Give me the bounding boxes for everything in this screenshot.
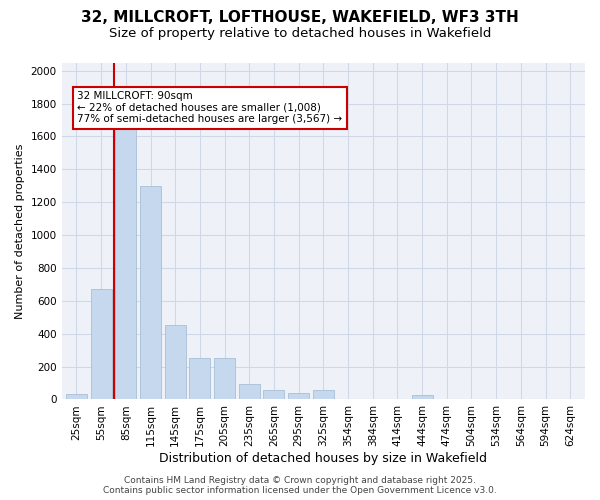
- Text: Contains HM Land Registry data © Crown copyright and database right 2025.
Contai: Contains HM Land Registry data © Crown c…: [103, 476, 497, 495]
- Bar: [214, 358, 235, 400]
- Bar: [66, 394, 87, 400]
- Text: Size of property relative to detached houses in Wakefield: Size of property relative to detached ho…: [109, 28, 491, 40]
- Bar: [313, 390, 334, 400]
- Bar: [140, 186, 161, 400]
- Bar: [165, 326, 186, 400]
- Bar: [190, 358, 211, 400]
- Bar: [288, 393, 309, 400]
- Bar: [263, 390, 284, 400]
- Bar: [239, 384, 260, 400]
- Text: 32 MILLCROFT: 90sqm
← 22% of detached houses are smaller (1,008)
77% of semi-det: 32 MILLCROFT: 90sqm ← 22% of detached ho…: [77, 91, 343, 124]
- Bar: [115, 128, 136, 400]
- Bar: [412, 394, 433, 400]
- Bar: [91, 290, 112, 400]
- Y-axis label: Number of detached properties: Number of detached properties: [15, 144, 25, 318]
- Text: 32, MILLCROFT, LOFTHOUSE, WAKEFIELD, WF3 3TH: 32, MILLCROFT, LOFTHOUSE, WAKEFIELD, WF3…: [81, 10, 519, 25]
- X-axis label: Distribution of detached houses by size in Wakefield: Distribution of detached houses by size …: [160, 452, 487, 465]
